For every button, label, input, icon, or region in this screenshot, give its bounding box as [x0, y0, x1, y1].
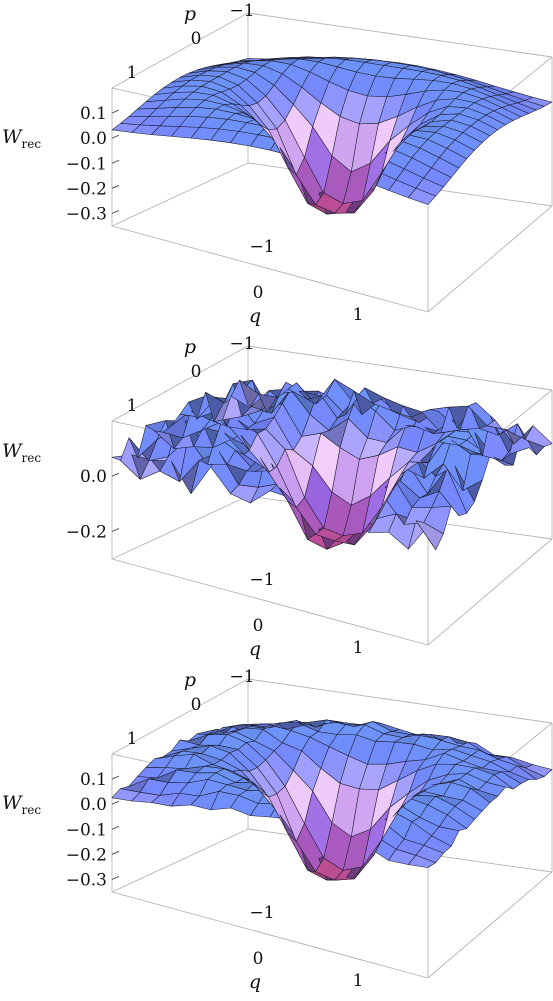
q-tick-label: 0: [253, 616, 264, 636]
z-tick-label: −0.3: [66, 870, 107, 890]
q-axis: −1 0 1 q: [249, 570, 364, 660]
p-tick-label: 1: [127, 729, 138, 749]
wigner-surface: [111, 56, 553, 215]
z-tick-label: −0.3: [66, 204, 107, 224]
z-axis-label: Wrec: [2, 440, 41, 465]
z-tick-label: 0.0: [80, 129, 107, 149]
wigner-surface: [111, 719, 553, 881]
p-axis-label: p: [184, 669, 196, 691]
p-axis: −1 0 1 p: [127, 334, 255, 416]
surface-patch: [524, 97, 553, 107]
surface-patch: [524, 425, 553, 447]
q-tick-label: 1: [353, 638, 364, 658]
p-tick-label: 0: [191, 362, 202, 382]
z-tick-label: 0.0: [80, 467, 107, 487]
z-tick-label: −0.1: [66, 154, 107, 174]
q-tick-label: 1: [353, 305, 364, 325]
q-tick-label: 1: [353, 971, 364, 991]
q-axis-label: q: [249, 638, 261, 660]
q-axis: −1 0 1 q: [249, 237, 364, 327]
q-tick-label: −1: [249, 903, 274, 923]
z-axis: 0.0 −0.2 Wrec: [2, 440, 120, 542]
z-axis: 0.1 0.0 −0.1 −0.2 −0.3 Wrec: [2, 104, 120, 224]
surface-plot-middle: 0.0 −0.2 Wrec −1 0 1 q −1 0 1 p: [2, 334, 553, 660]
q-axis-label: q: [249, 305, 261, 327]
p-tick-label: −1: [229, 1, 254, 21]
z-axis-label: Wrec: [2, 126, 41, 151]
z-tick-label: −0.1: [66, 820, 107, 840]
z-axis-label: Wrec: [2, 792, 41, 817]
surface-patch: [524, 764, 553, 777]
p-tick-label: −1: [229, 334, 254, 354]
surface-plot-top: 0.1 0.0 −0.1 −0.2 −0.3 Wrec −1 0 1 q −1 0 1 p: [2, 1, 553, 327]
z-tick-label: 0.1: [80, 104, 107, 124]
z-tick-label: −0.2: [66, 522, 107, 542]
p-axis-label: p: [184, 336, 196, 358]
q-tick-label: −1: [249, 570, 274, 590]
q-tick-label: 0: [253, 283, 264, 303]
p-axis-label: p: [184, 3, 196, 25]
q-tick-label: −1: [249, 237, 274, 257]
p-tick-label: 0: [191, 695, 202, 715]
q-axis: −1 0 1 q: [249, 903, 364, 993]
z-tick-label: −0.2: [66, 845, 107, 865]
p-axis: −1 0 1 p: [127, 667, 255, 749]
p-tick-label: −1: [229, 667, 254, 687]
z-axis: 0.1 0.0 −0.1 −0.2 −0.3 Wrec: [2, 770, 120, 890]
p-axis: −1 0 1 p: [127, 1, 255, 83]
z-tick-label: 0.0: [80, 795, 107, 815]
p-tick-label: 1: [127, 63, 138, 83]
q-tick-label: 0: [253, 949, 264, 969]
z-tick-label: −0.2: [66, 179, 107, 199]
z-tick-label: 0.1: [80, 770, 107, 790]
wigner-surface: [111, 378, 553, 551]
p-tick-label: 0: [191, 29, 202, 49]
p-tick-label: 1: [127, 396, 138, 416]
q-axis-label: q: [249, 971, 261, 993]
surface-plot-bottom: 0.1 0.0 −0.1 −0.2 −0.3 Wrec −1 0 1 q −1 0 1 p: [2, 667, 553, 993]
